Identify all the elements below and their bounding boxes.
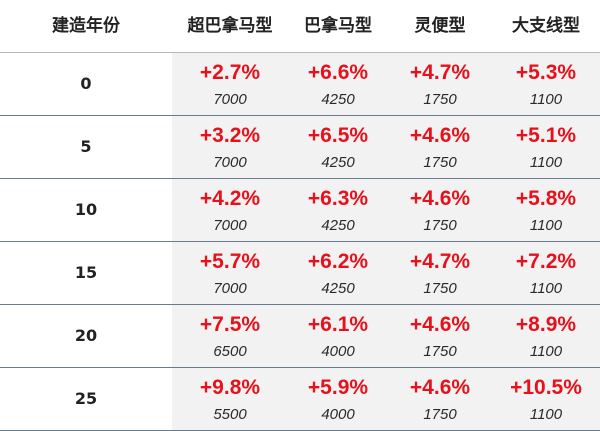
table-row: 25 +9.8% 5500 +5.9% 4000 +4.6% 1750 +10.5% 1100 (0, 368, 600, 431)
build-year-cell: 10 (0, 179, 172, 241)
header-feeder-max: 大支线型 (512, 16, 580, 36)
build-year-cell: 25 (0, 368, 172, 430)
base-value: 1750 (423, 343, 457, 360)
base-value: 1750 (423, 154, 457, 171)
table-cell: +2.7% 7000 (172, 53, 288, 115)
change-percent: +6.1% (307, 313, 369, 336)
change-percent: +4.6% (409, 376, 471, 399)
build-year-cell: 20 (0, 305, 172, 367)
base-value: 7000 (213, 154, 247, 171)
base-value: 1100 (529, 154, 563, 171)
base-value: 4250 (321, 154, 355, 171)
base-value: 1750 (423, 280, 457, 297)
table-cell: +9.8% 5500 (172, 368, 288, 430)
row-shading (172, 116, 600, 178)
table-cell: +5.1% 1100 (492, 116, 600, 178)
change-percent: +5.8% (515, 187, 577, 210)
base-value: 4250 (321, 91, 355, 108)
row-shading (172, 53, 600, 115)
table-cell: +4.6% 1750 (388, 305, 492, 367)
change-percent: +4.6% (409, 187, 471, 210)
change-percent: +6.2% (307, 250, 369, 273)
row-shading (172, 305, 600, 367)
change-percent: +6.3% (307, 187, 369, 210)
row-shading (172, 179, 600, 241)
table-cell: +3.2% 7000 (172, 116, 288, 178)
table-cell: +6.3% 4250 (288, 179, 388, 241)
header-post-panamax: 超巴拿马型 (187, 16, 273, 36)
header-panamax: 巴拿马型 (304, 16, 372, 36)
table-cell: +5.3% 1100 (492, 53, 600, 115)
change-percent: +4.7% (409, 250, 471, 273)
table-cell: +4.6% 1750 (388, 179, 492, 241)
change-percent: +4.7% (409, 61, 471, 84)
build-year-cell: 15 (0, 242, 172, 304)
row-shading (172, 368, 600, 430)
table-row: 0 +2.7% 7000 +6.6% 4250 +4.7% 1750 +5.3% 1100 (0, 53, 600, 116)
table-cell: +6.5% 4250 (288, 116, 388, 178)
row-shading (172, 242, 600, 304)
table-cell: +7.2% 1100 (492, 242, 600, 304)
change-percent: +3.2% (199, 124, 261, 147)
table-row: 10 +4.2% 7000 +6.3% 4250 +4.6% 1750 +5.8% 1100 (0, 179, 600, 242)
table-cell: +4.2% 7000 (172, 179, 288, 241)
change-percent: +5.7% (199, 250, 261, 273)
table-cell: +6.6% 4250 (288, 53, 388, 115)
table-row: 20 +7.5% 6500 +6.1% 4000 +4.6% 1750 +8.9% 1100 (0, 305, 600, 368)
base-value: 6500 (213, 343, 247, 360)
change-percent: +4.2% (199, 187, 261, 210)
table-cell: +5.7% 7000 (172, 242, 288, 304)
base-value: 1100 (529, 406, 563, 423)
change-percent: +10.5% (510, 376, 582, 399)
base-value: 1750 (423, 406, 457, 423)
base-value: 1100 (529, 91, 563, 108)
base-value: 7000 (213, 280, 247, 297)
table-row: 5 +3.2% 7000 +6.5% 4250 +4.6% 1750 +5.1% 1100 (0, 116, 600, 179)
table-cell: +4.6% 1750 (388, 116, 492, 178)
table-cell: +7.5% 6500 (172, 305, 288, 367)
table-cell: +6.2% 4250 (288, 242, 388, 304)
base-value: 1100 (529, 280, 563, 297)
change-percent: +5.9% (307, 376, 369, 399)
table-cell: +6.1% 4000 (288, 305, 388, 367)
table-cell: +10.5% 1100 (492, 368, 600, 430)
base-value: 1100 (529, 217, 563, 234)
table-cell: +5.8% 1100 (492, 179, 600, 241)
table-cell: +8.9% 1100 (492, 305, 600, 367)
build-year-cell: 5 (0, 116, 172, 178)
change-percent: +5.3% (515, 61, 577, 84)
base-value: 7000 (213, 217, 247, 234)
base-value: 7000 (213, 91, 247, 108)
change-percent: +5.1% (515, 124, 577, 147)
base-value: 1750 (423, 91, 457, 108)
base-value: 1750 (423, 217, 457, 234)
table-cell: +5.9% 4000 (288, 368, 388, 430)
change-percent: +2.7% (199, 61, 261, 84)
base-value: 1100 (529, 343, 563, 360)
base-value: 4000 (321, 406, 355, 423)
table-cell: +4.7% 1750 (388, 242, 492, 304)
table-cell: +4.6% 1750 (388, 368, 492, 430)
table-header: 建造年份 超巴拿马型 巴拿马型 灵便型 大支线型 (0, 0, 600, 53)
base-value: 4000 (321, 343, 355, 360)
change-percent: +4.6% (409, 313, 471, 336)
change-percent: +9.8% (199, 376, 261, 399)
change-percent: +6.6% (307, 61, 369, 84)
base-value: 4250 (321, 217, 355, 234)
header-build-year: 建造年份 (52, 16, 120, 36)
header-handy: 灵便型 (414, 16, 466, 36)
base-value: 5500 (213, 406, 247, 423)
change-percent: +8.9% (515, 313, 577, 336)
change-percent: +4.6% (409, 124, 471, 147)
change-percent: +7.5% (199, 313, 261, 336)
base-value: 4250 (321, 280, 355, 297)
change-percent: +6.5% (307, 124, 369, 147)
build-year-cell: 0 (0, 53, 172, 115)
change-percent: +7.2% (515, 250, 577, 273)
table-cell: +4.7% 1750 (388, 53, 492, 115)
table-row: 15 +5.7% 7000 +6.2% 4250 +4.7% 1750 +7.2% 1100 (0, 242, 600, 305)
